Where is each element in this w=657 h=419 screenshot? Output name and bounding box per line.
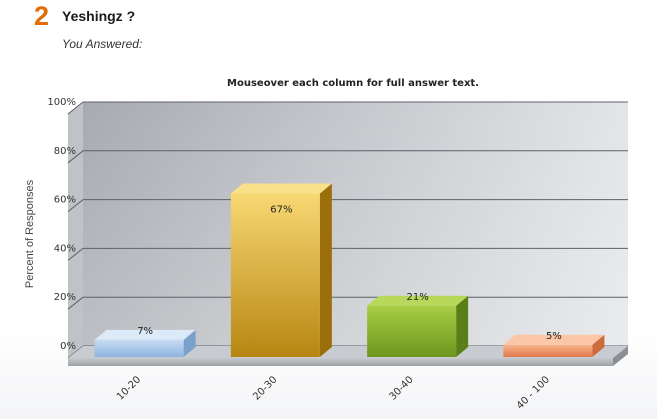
chart-floor-front [68,358,613,366]
y-tick-label: 40% [54,243,76,254]
bar-40-100[interactable] [503,344,593,357]
question-title: Yeshingz ? [62,8,136,24]
bar-side[interactable] [592,334,605,357]
you-answered-label: You Answered: [62,37,143,51]
y-tick-label: 0% [60,341,76,352]
y-tick-label: 60% [54,195,76,206]
bar-value-label: 67% [270,205,292,216]
bar-top[interactable] [367,295,469,306]
chart-instruction: Mouseover each column for full answer te… [227,78,479,89]
x-category-label: 30-40 [387,374,415,402]
bar-top[interactable] [94,329,196,340]
gridline-depth [67,101,84,115]
gridline-depth [67,199,84,212]
x-category-label: 20-30 [251,374,279,402]
bar-value-label: 21% [407,292,429,303]
x-category-label: 40 - 100 [515,374,552,411]
bar-20-30[interactable] [230,193,320,357]
chart-floor-top [68,346,628,358]
question-number: 2 [34,1,50,31]
bar-side[interactable] [456,295,469,357]
gridline-depth [67,248,84,261]
y-tick-label: 20% [54,292,76,303]
bar-value-label: 7% [137,326,153,337]
plot-back-wall-shade [83,102,628,346]
bar-top[interactable] [230,183,332,194]
plot-side-wall [68,102,83,358]
bar-top[interactable] [503,334,605,345]
chart-floor-side [613,346,628,366]
bar-30-40[interactable] [367,305,457,357]
y-tick-label: 100% [47,97,76,108]
bar-side[interactable] [319,183,332,357]
y-tick-label: 80% [54,146,76,157]
bar-10-20[interactable] [94,339,184,357]
bar-value-label: 5% [546,331,562,342]
gridline-depth [67,296,84,310]
bar-side[interactable] [183,329,196,357]
gridline-depth [67,150,84,164]
x-category-label: 10-20 [115,374,143,402]
